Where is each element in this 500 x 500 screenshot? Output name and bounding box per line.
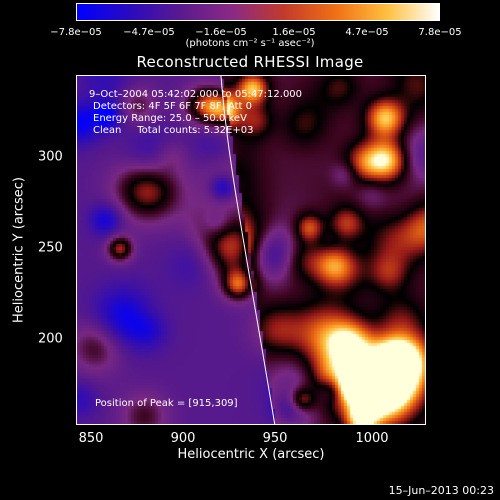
- solar-limb-curve: [220, 76, 276, 424]
- x-tick-label: 850: [78, 431, 104, 446]
- footer-date: 15–Jun–2013 00:23: [388, 484, 494, 497]
- energy-range-label: Energy Range: 25.0 – 50.0 keV: [93, 113, 247, 124]
- limb-overlay: [220, 76, 276, 424]
- colorbar-tick: 4.7e−05: [345, 27, 389, 38]
- x-tick-label: 900: [170, 431, 196, 446]
- x-tick-label: 950: [262, 431, 288, 446]
- colorbar-tick: 7.8e−05: [418, 27, 462, 38]
- peak-position-label: Position of Peak = [915,309]: [95, 398, 238, 409]
- x-tick-label: 1000: [355, 431, 389, 446]
- plot-title: Reconstructed RHESSI Image: [136, 53, 364, 71]
- y-tick-label: 300: [38, 149, 63, 165]
- colorbar-tick: −7.8e−05: [50, 27, 102, 38]
- x-axis-label: Heliocentric X (arcsec): [177, 447, 325, 462]
- clean-counts-label: Clean Total counts: 5.32E+03: [93, 125, 254, 136]
- rhessi-image-plot: 9–Oct–2004 05:42:02.000 to 05:47:12.000 …: [76, 75, 426, 425]
- detectors-label: Detectors: 4F 5F 6F 7F 8F, Att 0: [93, 101, 253, 112]
- rhessi-image-map: [77, 76, 425, 424]
- y-axis-label: Heliocentric Y (arcsec): [11, 177, 27, 323]
- y-tick-label: 250: [38, 240, 63, 256]
- colorbar-tick: −1.6e−05: [195, 27, 247, 38]
- time-range-label: 9–Oct–2004 05:42:02.000 to 05:47:12.000: [89, 89, 303, 100]
- colorbar-units: (photons cm⁻² s⁻¹ asec⁻²): [185, 38, 315, 49]
- y-tick-label: 200: [38, 331, 63, 347]
- colorbar-tick: −4.7e−05: [123, 27, 175, 38]
- colorbar: [76, 3, 440, 21]
- colorbar-tick: 1.6e−05: [272, 27, 316, 38]
